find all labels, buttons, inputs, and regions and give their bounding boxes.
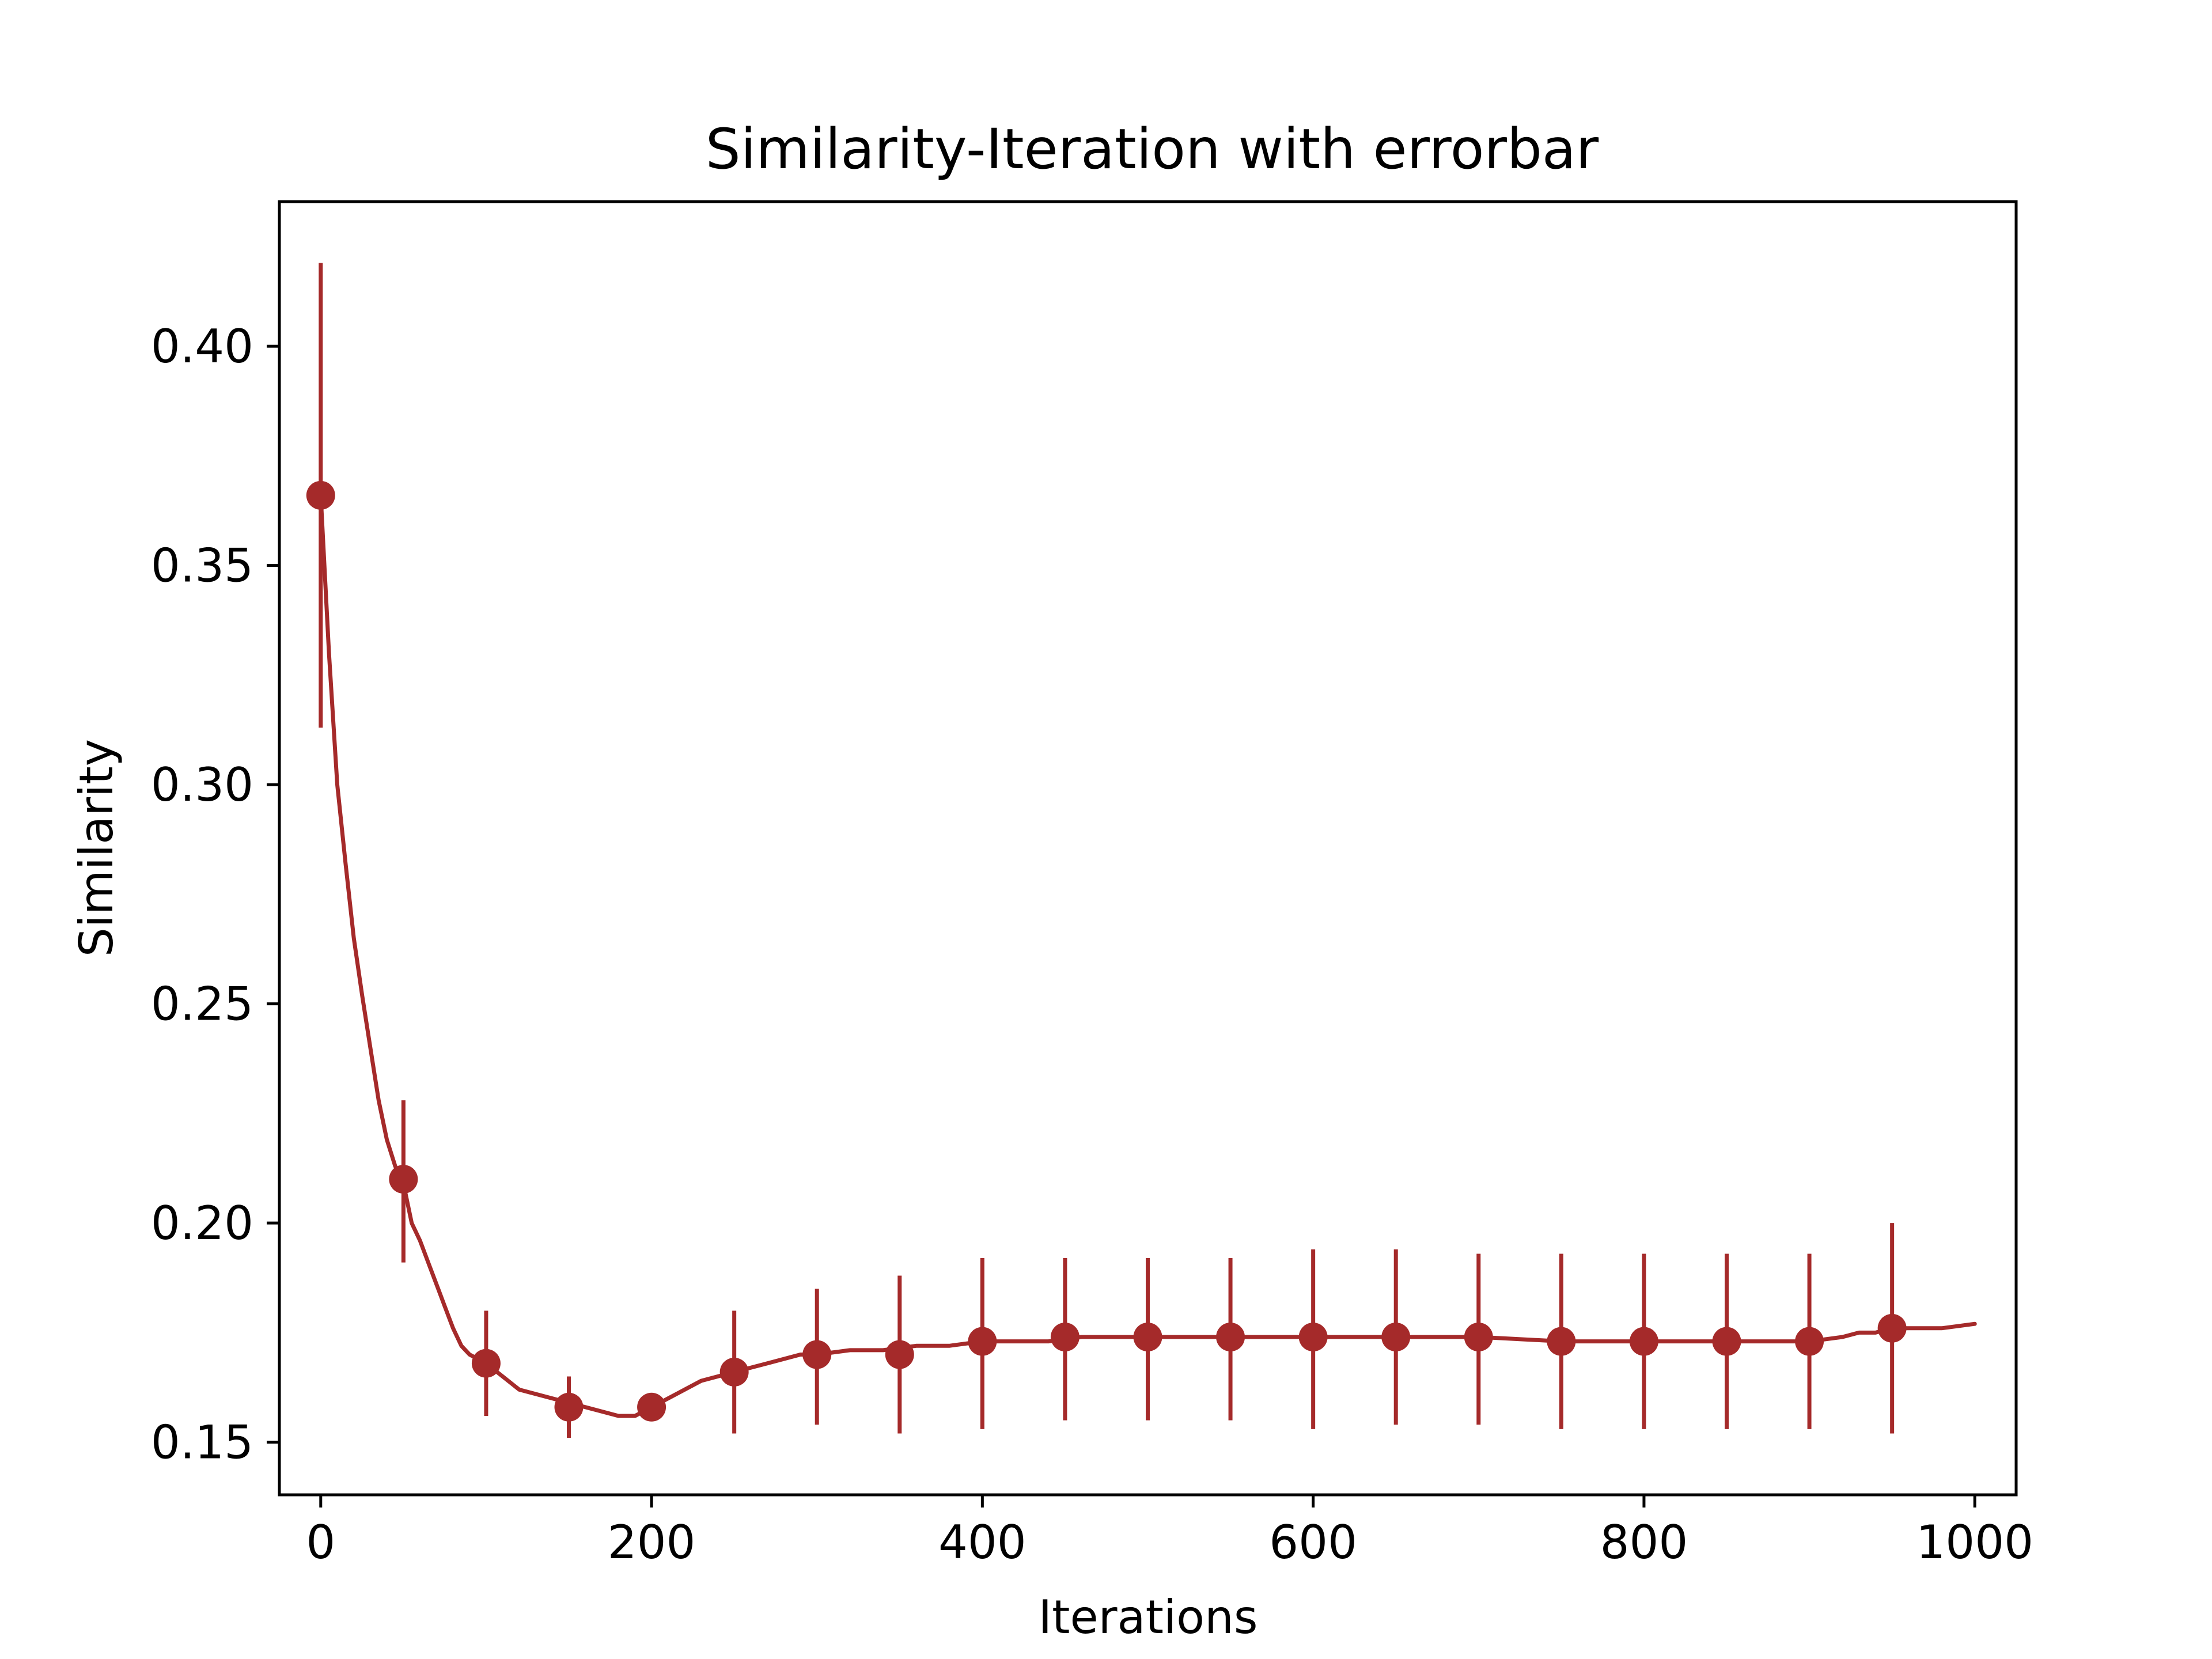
data-point — [1464, 1323, 1493, 1352]
x-tick-label: 800 — [1600, 1516, 1688, 1569]
data-point — [719, 1357, 749, 1387]
data-point — [885, 1340, 914, 1369]
data-point — [389, 1165, 418, 1194]
x-tick-label: 0 — [306, 1516, 335, 1569]
data-point — [1547, 1327, 1576, 1356]
data-point — [1133, 1323, 1162, 1352]
data-point — [1629, 1327, 1658, 1356]
plot-frame — [278, 200, 2018, 1497]
data-point — [306, 480, 335, 510]
y-axis-label: Similarity — [70, 739, 123, 957]
y-tick-label: 0.15 — [151, 1416, 253, 1469]
data-point — [1050, 1323, 1080, 1352]
y-tick-label: 0.30 — [151, 758, 253, 812]
data-point — [471, 1349, 501, 1378]
data-point — [554, 1392, 584, 1422]
data-point — [1381, 1323, 1411, 1352]
y-tick-label: 0.25 — [151, 978, 253, 1031]
x-tick-label: 600 — [1269, 1516, 1357, 1569]
plot-content — [306, 263, 1977, 1438]
data-point — [968, 1327, 997, 1356]
data-point — [1298, 1323, 1328, 1352]
data-point — [637, 1392, 666, 1422]
y-tick-label: 0.20 — [151, 1196, 253, 1250]
x-tick-label: 200 — [608, 1516, 696, 1569]
x-tick-label: 400 — [938, 1516, 1027, 1569]
y-tick-label: 0.35 — [151, 539, 253, 593]
y-axis: 0.15 0.20 0.25 0.30 0.35 0.40 — [151, 320, 279, 1469]
x-axis-label: Iterations — [1038, 1590, 1257, 1644]
y-tick-label: 0.40 — [151, 320, 253, 373]
data-point — [1712, 1327, 1741, 1356]
x-axis: 0 200 400 600 800 1000 — [306, 1495, 2033, 1569]
x-tick-label: 1000 — [1916, 1516, 2033, 1569]
data-point — [1795, 1327, 1824, 1356]
data-point — [802, 1340, 832, 1369]
data-point — [1877, 1313, 1907, 1343]
data-point — [1216, 1323, 1245, 1352]
chart-title: Similarity-Iteration with errorbar — [706, 117, 1599, 181]
